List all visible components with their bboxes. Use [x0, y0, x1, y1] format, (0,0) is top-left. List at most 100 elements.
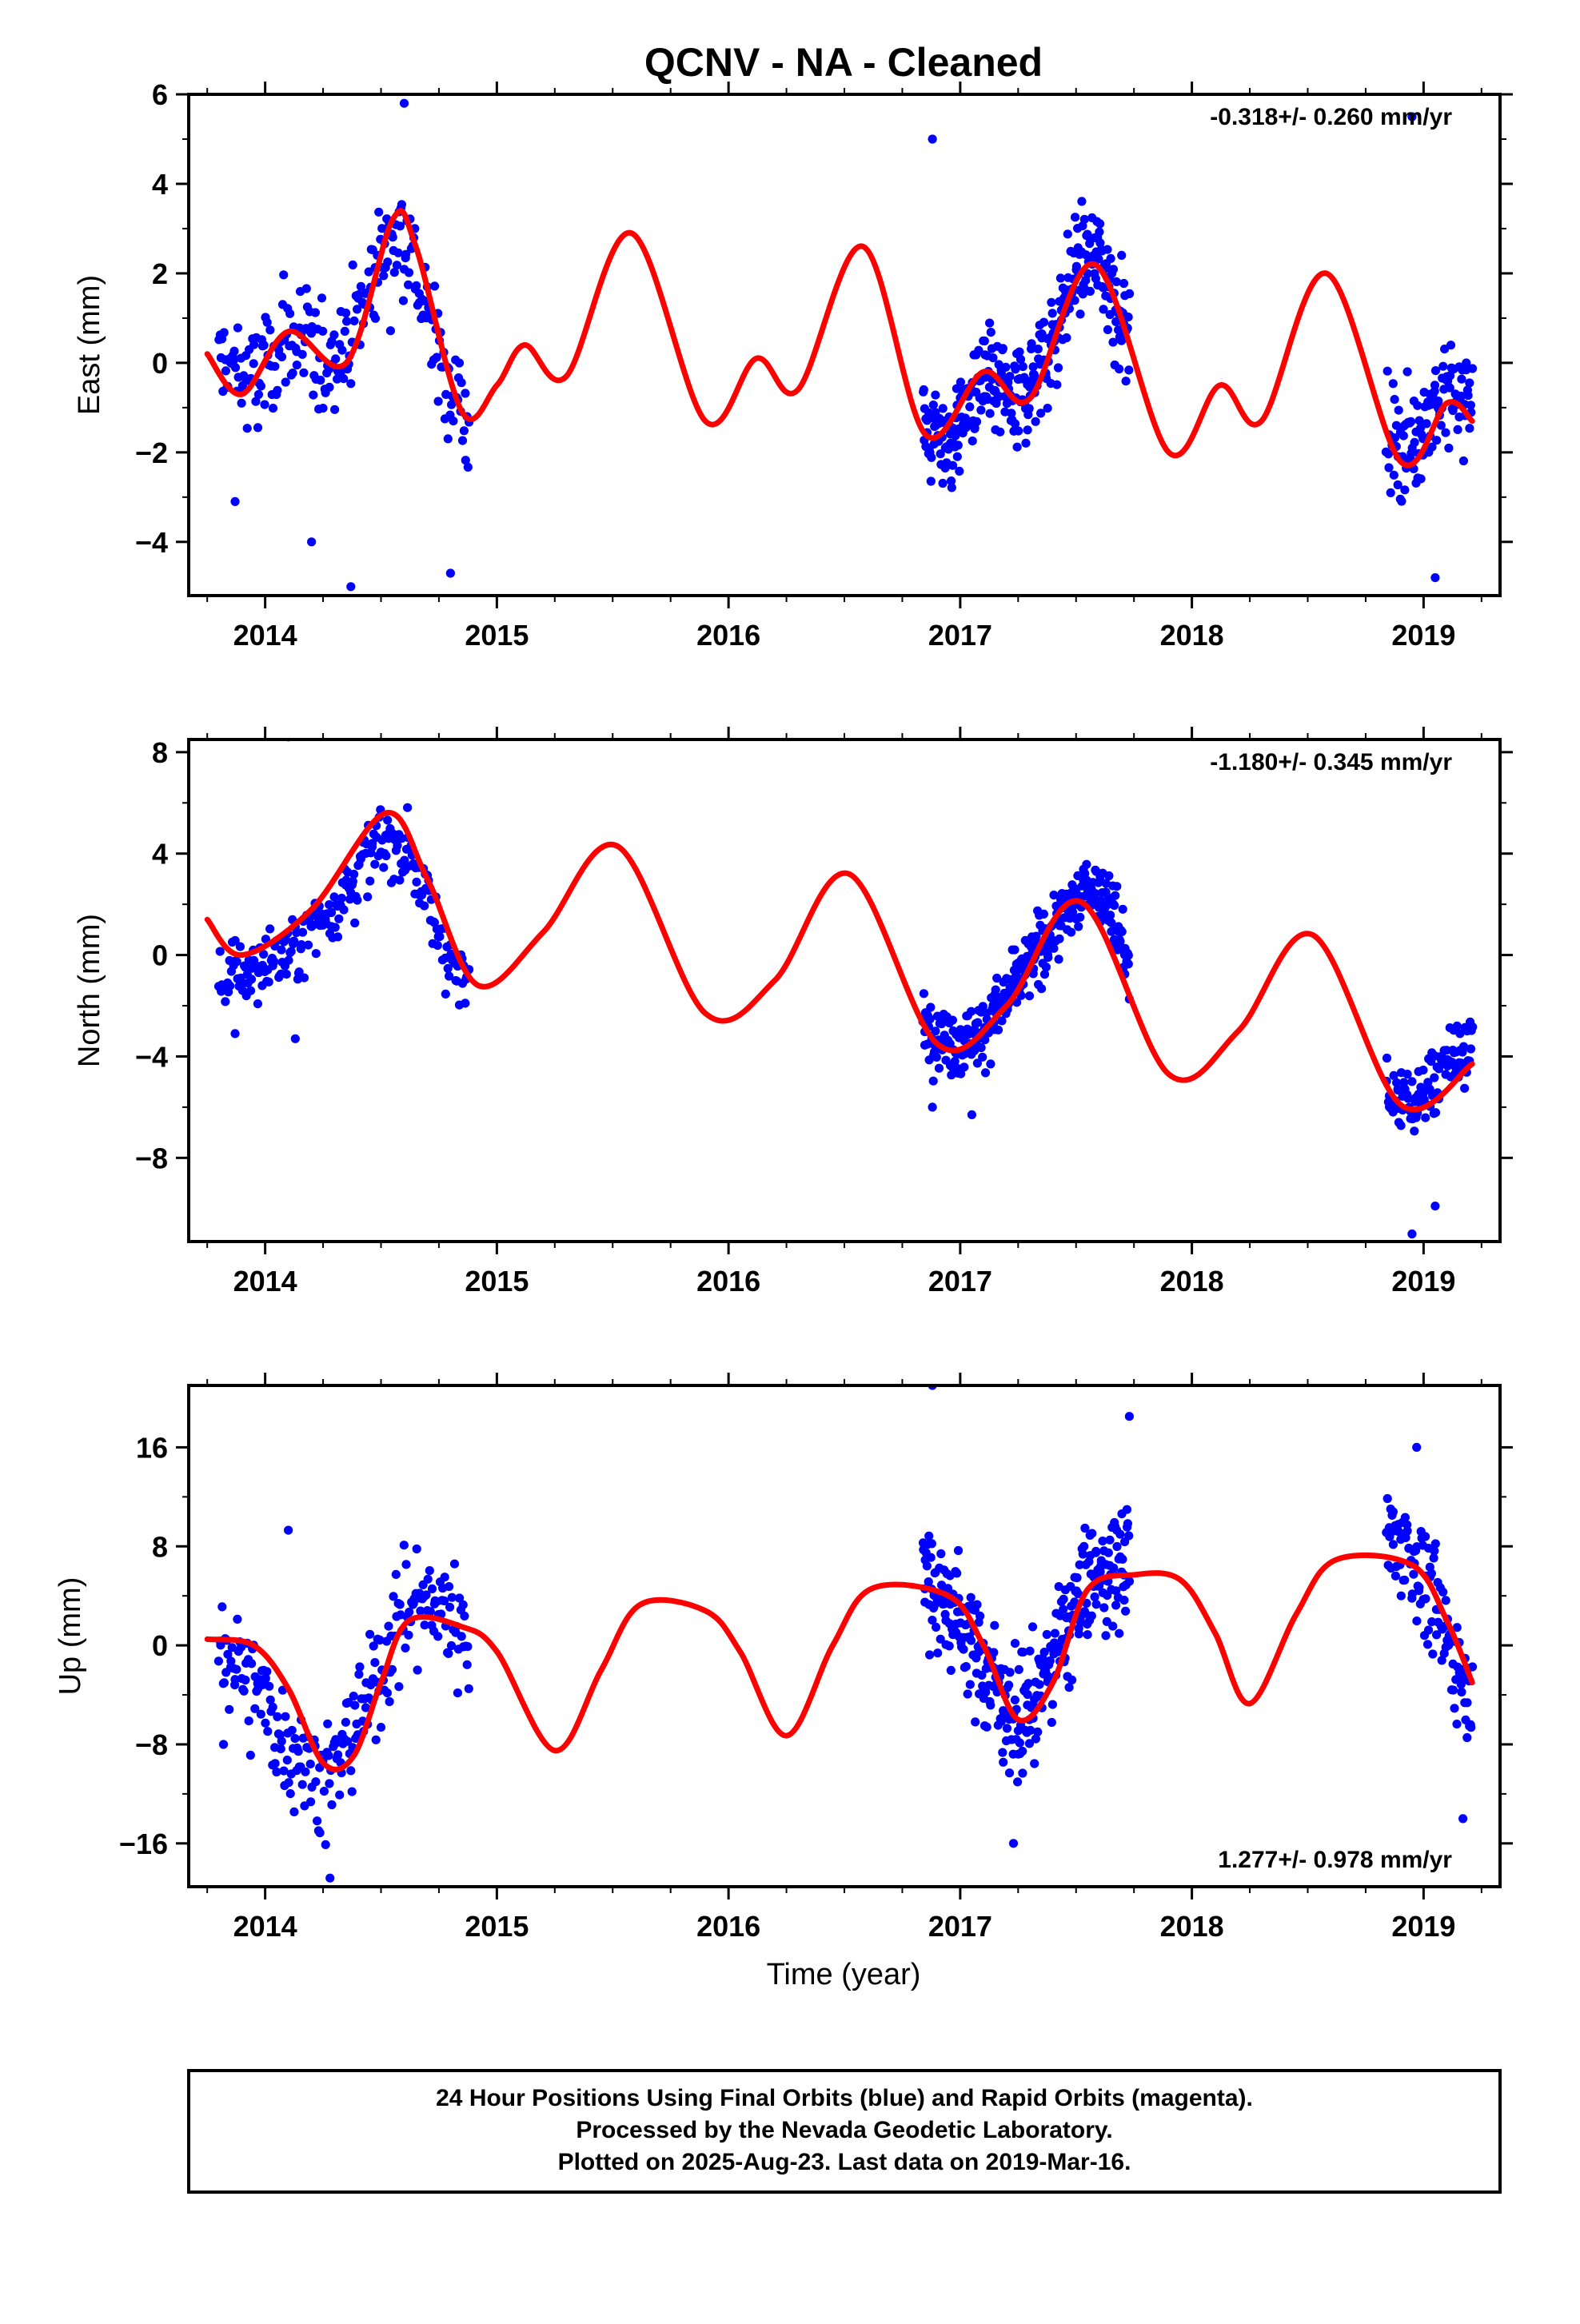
north-data-point [1075, 912, 1085, 922]
east-data-point [249, 359, 258, 369]
east-data-point [329, 330, 339, 340]
up-data-point [375, 1635, 385, 1645]
up-data-point [1004, 1768, 1015, 1778]
east-data-point [457, 378, 466, 388]
north-data-point [1399, 1078, 1409, 1087]
north-data-point [978, 1052, 988, 1062]
up-data-point [981, 1688, 991, 1697]
up-data-point [926, 1553, 936, 1562]
up-data-point [421, 1590, 431, 1600]
up-data-point [241, 1675, 250, 1685]
east-data-point [1384, 463, 1394, 472]
up-data-point [1456, 1680, 1466, 1689]
up-y-tick-label: −16 [119, 1828, 168, 1860]
up-data-point [376, 1723, 386, 1732]
north-data-point [245, 986, 256, 995]
east-data-point [998, 344, 1007, 353]
north-data-point [1115, 937, 1125, 947]
up-data-point [394, 1682, 404, 1692]
north-data-point [932, 1052, 941, 1062]
east-data-point [1036, 409, 1046, 418]
north-data-point [1082, 859, 1091, 869]
north-data-point [284, 955, 293, 965]
north-data-point [265, 924, 275, 934]
up-data-point [279, 1766, 289, 1776]
east-data-point [1108, 265, 1119, 274]
east-data-point [1115, 364, 1124, 374]
east-data-point [974, 345, 984, 355]
east-data-point [412, 281, 421, 290]
up-y-tick-label: −8 [135, 1728, 168, 1761]
east-data-point [1083, 269, 1092, 278]
up-data-point [272, 1767, 281, 1777]
east-data-point [333, 374, 342, 384]
east-data-point [337, 345, 347, 355]
north-data-point [967, 1110, 976, 1119]
east-data-point [1047, 297, 1056, 307]
north-y-tick-label: 0 [152, 939, 168, 972]
east-data-point [1077, 197, 1087, 206]
east-data-point [1457, 374, 1466, 384]
north-x-tick-label: 2017 [928, 1265, 992, 1298]
north-data-point [1051, 901, 1061, 911]
up-data-point [1115, 1529, 1125, 1539]
east-data-point [1458, 456, 1468, 466]
up-data-point [261, 1718, 270, 1728]
north-data-point [325, 900, 334, 910]
east-data-point [1095, 238, 1105, 248]
east-data-point [229, 355, 238, 365]
up-data-point [1119, 1596, 1129, 1605]
east-data-point [1453, 425, 1462, 435]
east-data-point [1388, 379, 1398, 389]
east-panel: 2014 2015 2016 2017 2018 2019 6 4 2 0 −2 −4 East (mm… [73, 78, 1513, 652]
up-x-tick-label: 2014 [233, 1910, 297, 1943]
up-data-point [262, 1667, 272, 1676]
up-data-point [1023, 1679, 1033, 1688]
up-data-point [433, 1632, 443, 1641]
up-frame [187, 1384, 1502, 1888]
up-data-point [1122, 1505, 1131, 1514]
up-data-point [1390, 1571, 1400, 1581]
up-data-point [953, 1545, 964, 1556]
east-data-point [1085, 286, 1095, 296]
east-data-point [262, 317, 272, 327]
up-data-point [1008, 1839, 1019, 1848]
up-data-point [966, 1593, 976, 1602]
east-data-point [1386, 488, 1395, 498]
up-data-point [1013, 1777, 1023, 1787]
north-data-point [1096, 895, 1106, 905]
east-data-point [968, 436, 977, 446]
north-data-point [1430, 1202, 1440, 1211]
east-data-point [986, 328, 995, 337]
east-data-point [1021, 438, 1031, 448]
up-data-point [952, 1569, 962, 1578]
up-data-point [1458, 1814, 1468, 1824]
east-data-point [253, 423, 263, 433]
north-data-point [1010, 945, 1019, 955]
east-data-point [297, 349, 307, 359]
up-data-point [1050, 1628, 1059, 1638]
north-data-point [339, 905, 349, 915]
north-data-point [1104, 871, 1114, 881]
east-data-point [1463, 391, 1473, 401]
up-data-point [218, 1740, 229, 1749]
east-data-point [1103, 245, 1112, 254]
north-data-point [1123, 951, 1133, 960]
up-data-point [261, 1673, 270, 1684]
north-data-point [1123, 959, 1133, 969]
north-data-point [365, 876, 375, 886]
east-data-point [927, 452, 936, 462]
east-data-point [995, 427, 1005, 436]
up-data-point [1422, 1640, 1433, 1649]
up-data-point [216, 1640, 225, 1650]
north-data-point [297, 927, 308, 937]
up-data-point [239, 1686, 249, 1696]
north-data-point [403, 803, 413, 812]
up-data-point [449, 1559, 460, 1569]
east-data-point [268, 404, 278, 413]
north-data-point [960, 1062, 969, 1072]
footer-line-1: 24 Hour Positions Using Final Orbits (bl… [436, 2085, 1253, 2111]
up-data-point [1080, 1523, 1090, 1533]
north-data-point [986, 1059, 995, 1069]
north-data-point [308, 920, 317, 930]
